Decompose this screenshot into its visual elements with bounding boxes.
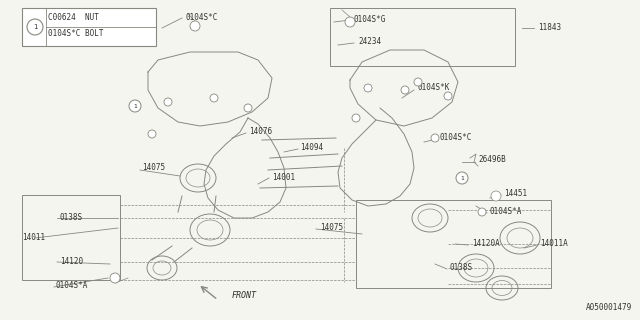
Text: 0104S*A: 0104S*A <box>56 282 88 291</box>
Circle shape <box>478 208 486 216</box>
Circle shape <box>110 273 120 283</box>
Circle shape <box>164 98 172 106</box>
Text: 11843: 11843 <box>538 23 561 33</box>
Circle shape <box>456 172 468 184</box>
Text: 14001: 14001 <box>272 173 295 182</box>
Text: 24234: 24234 <box>358 37 381 46</box>
Text: 14075: 14075 <box>142 164 165 172</box>
Bar <box>330 8 515 66</box>
Text: 14011A: 14011A <box>540 239 568 249</box>
Circle shape <box>210 94 218 102</box>
Text: 0104S*C: 0104S*C <box>440 133 472 142</box>
Text: 14076: 14076 <box>249 127 272 137</box>
Bar <box>22 8 156 46</box>
Circle shape <box>345 17 355 27</box>
Text: 14451: 14451 <box>504 189 527 198</box>
Bar <box>356 200 551 288</box>
Circle shape <box>352 114 360 122</box>
Circle shape <box>27 19 43 35</box>
Circle shape <box>414 78 422 86</box>
Circle shape <box>444 92 452 100</box>
Text: 14011: 14011 <box>22 234 45 243</box>
Text: 0104S*C BOLT: 0104S*C BOLT <box>48 28 104 37</box>
Text: FRONT: FRONT <box>232 291 257 300</box>
Circle shape <box>491 191 501 201</box>
Text: 14120A: 14120A <box>472 239 500 249</box>
Circle shape <box>401 86 409 94</box>
Text: A050001479: A050001479 <box>586 303 632 312</box>
Text: 14094: 14094 <box>300 143 323 153</box>
Bar <box>22 195 120 280</box>
Text: 0138S: 0138S <box>450 263 473 273</box>
Text: 0104S*K: 0104S*K <box>418 84 451 92</box>
Circle shape <box>129 100 141 112</box>
Text: 0138S: 0138S <box>60 213 83 222</box>
Text: 14120: 14120 <box>60 258 83 267</box>
Text: 0104S*C: 0104S*C <box>185 13 218 22</box>
Text: C00624  NUT: C00624 NUT <box>48 13 99 22</box>
Text: 1: 1 <box>460 175 464 180</box>
Text: 0104S*A: 0104S*A <box>490 207 522 217</box>
Circle shape <box>364 84 372 92</box>
Text: 0104S*G: 0104S*G <box>354 15 387 25</box>
Text: 1: 1 <box>33 24 37 30</box>
Text: 26496B: 26496B <box>478 156 506 164</box>
Circle shape <box>190 21 200 31</box>
Circle shape <box>431 134 439 142</box>
Text: 14075: 14075 <box>320 223 343 233</box>
Text: 1: 1 <box>133 103 137 108</box>
Circle shape <box>244 104 252 112</box>
Circle shape <box>148 130 156 138</box>
